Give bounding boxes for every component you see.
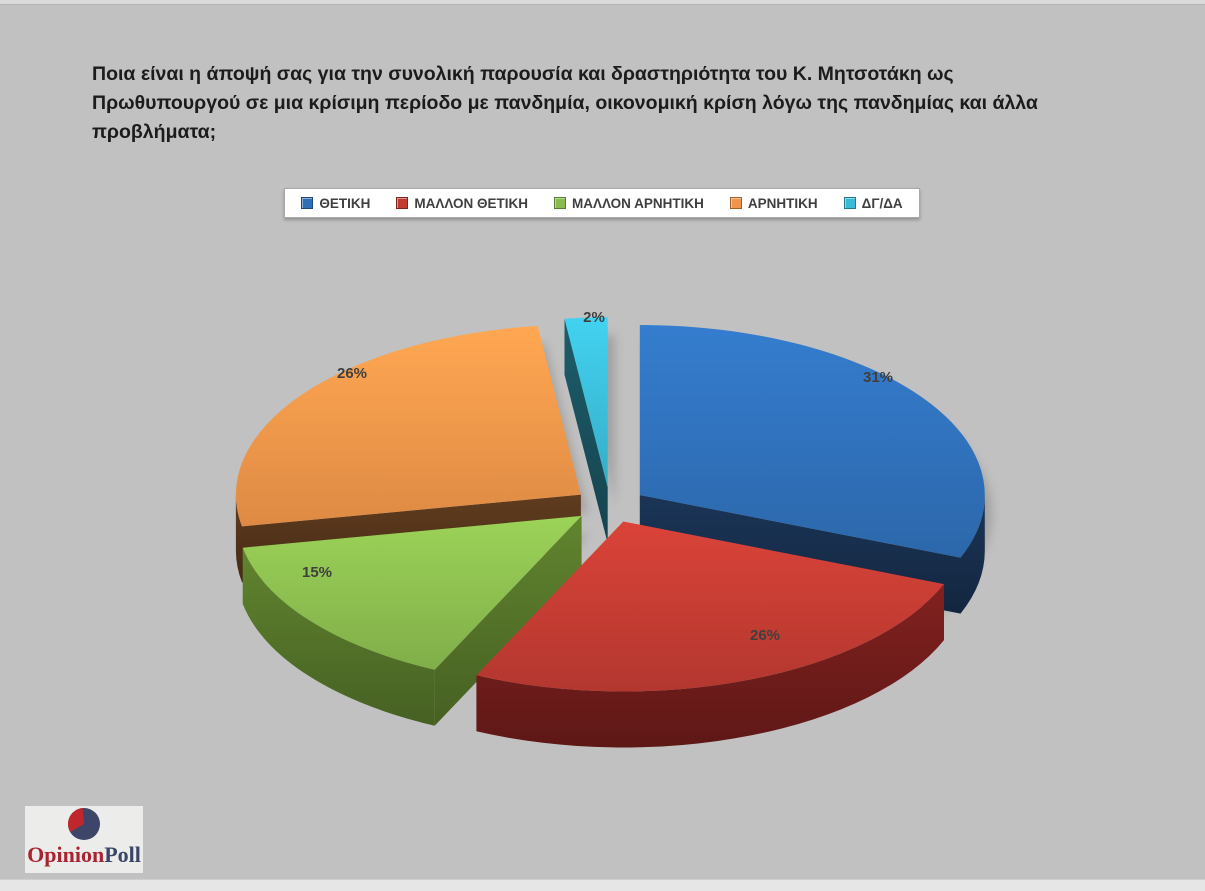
data-label-ΜΑΛΛΟΝ ΘΕΤΙΚΗ: 26% <box>750 627 780 644</box>
slice-side-face <box>564 318 608 544</box>
legend-label: ΑΡΝΗΤΙΚΗ <box>747 195 818 211</box>
slice-top-face <box>639 325 985 558</box>
pie-slices <box>235 317 985 748</box>
chart-legend: ΘΕΤΙΚΗ ΜΑΛΛΟΝ ΘΕΤΙΚΗ ΜΑΛΛΟΝ ΑΡΝΗΤΙΚΗ ΑΡΝΗΤΙ… <box>284 188 920 218</box>
legend-swatch-icon <box>843 197 856 209</box>
legend-item-2: ΜΑΛΛΟΝ ΘΕΤΙΚΗ <box>396 196 528 211</box>
legend-label: ΜΑΛΛΟΝ ΘΕΤΙΚΗ <box>414 195 528 211</box>
top-edge-strip <box>0 0 1205 5</box>
wordmark-opinion: Opinion <box>27 842 105 867</box>
slice-top-face <box>476 521 944 692</box>
slice-rim-face <box>235 494 242 583</box>
data-label-ΔΓ/ΔΑ: 2% <box>583 309 605 326</box>
slice-top-face <box>564 317 608 488</box>
title-line-2: Πρωθυπουργού σε μια κρίσιμη περίοδο με π… <box>92 92 1038 114</box>
data-label-ΜΑΛΛΟΝ ΑΡΝΗΤΙΚΗ: 15% <box>302 564 332 581</box>
slice-rim-face <box>242 547 435 726</box>
data-label-ΘΕΤΙΚΗ: 31% <box>863 369 893 386</box>
legend-item-3: ΜΑΛΛΟΝ ΑΡΝΗΤΙΚΗ <box>554 196 704 211</box>
pie-slice-ΔΓ/ΔΑ <box>564 317 608 544</box>
legend-item-1: ΘΕΤΙΚΗ <box>301 196 370 211</box>
pie-slice-ΜΑΛΛΟΝ ΑΡΝΗΤΙΚΗ <box>242 515 582 726</box>
legend-swatch-icon <box>729 197 742 209</box>
legend-item-5: ΔΓ/ΔΑ <box>843 195 903 211</box>
slice-rim-face <box>476 584 944 748</box>
slice-side-face <box>434 515 582 726</box>
opinionpoll-pie-icon <box>67 808 100 840</box>
pie-data-labels: 31% 26% 15% 26% 2% <box>302 309 893 644</box>
legend-label: ΜΑΛΛΟΝ ΑΡΝΗΤΙΚΗ <box>572 195 704 211</box>
title-line-3: προβλήματα; <box>92 121 217 143</box>
legend-swatch-icon <box>396 197 409 209</box>
opinionpoll-logo: OpinionPoll <box>25 806 143 873</box>
pie-slice-ΜΑΛΛΟΝ ΘΕΤΙΚΗ <box>476 521 944 748</box>
chart-question-title: Ποια είναι η άποψή σας για την συνολική … <box>92 60 1122 147</box>
legend-item-4: ΑΡΝΗΤΙΚΗ <box>729 195 818 211</box>
slice-rim-face <box>960 495 985 614</box>
legend-swatch-icon <box>554 197 566 209</box>
legend-swatch-icon <box>301 197 314 209</box>
legend-label: ΔΓ/ΔΑ <box>861 195 903 211</box>
opinionpoll-wordmark: OpinionPoll <box>27 844 141 866</box>
data-label-ΑΡΝΗΤΙΚΗ: 26% <box>337 365 367 382</box>
slice-top-face <box>235 325 581 527</box>
bottom-edge-strip <box>0 879 1205 891</box>
title-line-1: Ποια είναι η άποψή σας για την συνολική … <box>92 63 954 85</box>
wordmark-poll: Poll <box>104 842 141 867</box>
slice-top-face <box>242 515 582 670</box>
legend-label: ΘΕΤΙΚΗ <box>319 195 371 211</box>
